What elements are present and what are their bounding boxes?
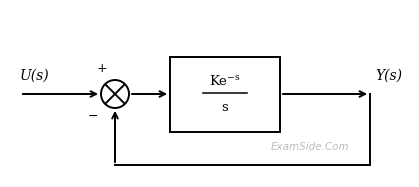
Text: −: − — [88, 110, 98, 123]
Text: Y(s): Y(s) — [375, 69, 402, 83]
Bar — [170, 57, 280, 132]
Text: +: + — [97, 62, 107, 75]
Text: $\mathregular{s}$: $\mathregular{s}$ — [221, 101, 229, 114]
Text: U(s): U(s) — [20, 69, 49, 83]
Text: $\mathregular{Ke^{-s}}$: $\mathregular{Ke^{-s}}$ — [209, 73, 241, 88]
Text: ExamSide.Com: ExamSide.Com — [271, 142, 349, 152]
